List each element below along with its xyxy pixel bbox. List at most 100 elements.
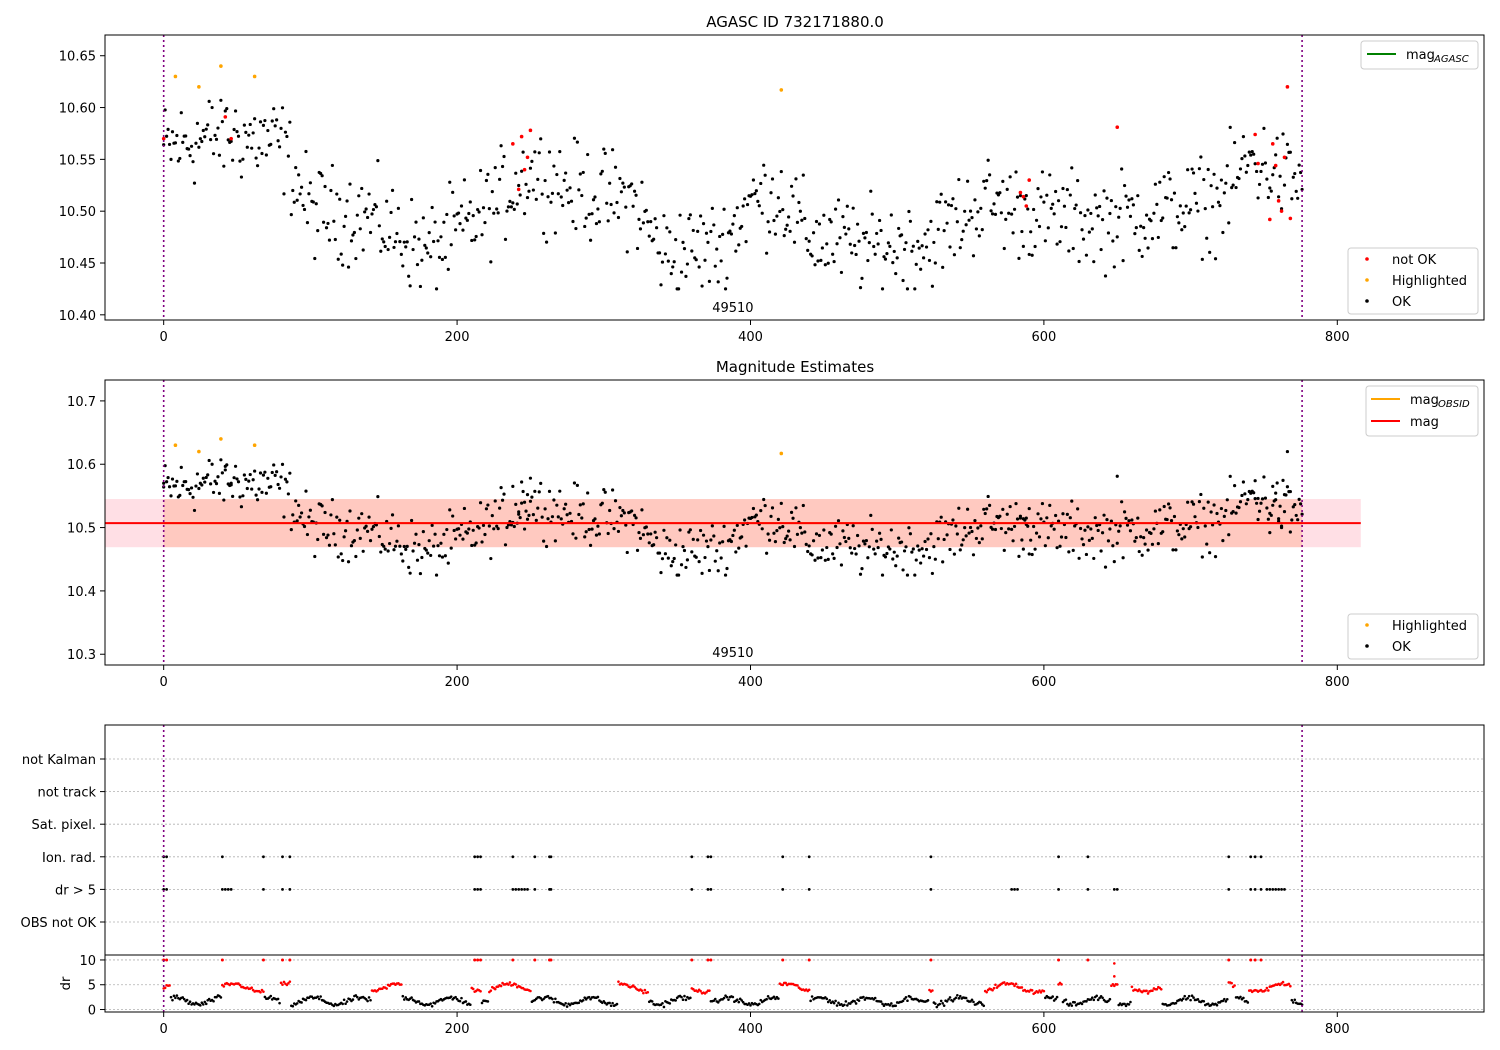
ok-point	[396, 206, 401, 210]
ok-point	[1168, 177, 1172, 181]
ok-point	[866, 258, 870, 263]
ok-point	[357, 194, 361, 198]
ok-point	[235, 129, 239, 134]
ok-point	[1017, 256, 1021, 260]
ok-point	[710, 524, 714, 528]
not-ok-point	[511, 142, 515, 146]
ok-point	[1268, 186, 1272, 190]
ok-point	[632, 513, 637, 517]
ok-point	[1165, 196, 1169, 200]
ok-point	[1081, 543, 1086, 547]
ok-point	[445, 527, 449, 532]
dr-point	[1190, 994, 1194, 998]
ok-point	[349, 239, 354, 243]
ok-point	[189, 144, 194, 148]
ok-point	[784, 537, 788, 541]
ok-point	[634, 516, 638, 520]
dr5-flag	[1086, 888, 1090, 891]
ok-point	[829, 532, 833, 536]
ok-point	[527, 513, 531, 517]
dr-point-saturated	[1259, 958, 1263, 962]
dr-point	[844, 1000, 848, 1003]
ok-point	[691, 537, 695, 541]
ok-point	[1174, 246, 1178, 250]
ok-point	[1102, 189, 1106, 193]
dr5-flag	[706, 888, 710, 891]
ok-point	[828, 217, 832, 222]
ok-point	[1256, 196, 1260, 200]
ok-point	[1257, 509, 1262, 513]
ok-point	[220, 471, 224, 475]
dr-point	[826, 1000, 830, 1004]
ok-point	[502, 492, 506, 496]
dr-point-not-ok	[643, 988, 647, 992]
ok-point	[258, 471, 263, 475]
dr-point	[1223, 997, 1226, 1001]
ok-point	[1294, 189, 1298, 193]
ok-point	[857, 239, 861, 243]
dr-point	[1290, 998, 1294, 1002]
dr-point	[589, 997, 592, 1001]
ok-point	[408, 284, 412, 288]
dr-point	[1187, 994, 1191, 998]
dr-point-not-ok	[1020, 986, 1024, 989]
ok-point	[502, 154, 506, 159]
ion-rad-flag	[690, 855, 694, 859]
ok-point	[307, 515, 311, 519]
dr-point	[480, 1001, 484, 1005]
ok-point	[743, 518, 747, 522]
dr-point	[552, 1000, 556, 1004]
ok-point	[433, 220, 437, 224]
ok-point	[960, 543, 964, 547]
ok-point	[1271, 173, 1275, 177]
dr-point-not-ok	[259, 990, 262, 994]
ok-point	[612, 211, 616, 215]
ok-point	[1246, 163, 1250, 168]
ok-point	[1181, 211, 1185, 215]
dr-point-not-ok	[514, 983, 518, 986]
ok-point	[467, 527, 471, 531]
ok-point	[897, 536, 901, 540]
ok-point	[605, 201, 609, 205]
dr5-flag	[514, 888, 518, 891]
ok-point	[798, 209, 802, 213]
ok-point	[339, 252, 343, 256]
ok-point	[323, 510, 327, 515]
ok-point	[635, 548, 640, 552]
ok-point	[511, 484, 515, 488]
ok-point	[773, 232, 778, 236]
dr-point	[881, 1002, 884, 1006]
ok-point	[486, 503, 490, 507]
ok-point	[942, 537, 946, 542]
x-tick-label: 600	[1031, 1022, 1056, 1037]
ok-point	[568, 511, 572, 515]
ok-point	[320, 174, 324, 178]
ok-point	[1202, 177, 1206, 182]
dr-point	[219, 996, 223, 999]
ok-point	[175, 133, 179, 138]
ok-point	[490, 514, 494, 518]
ok-point	[753, 192, 757, 196]
ok-point	[961, 229, 965, 233]
ok-point	[219, 98, 223, 102]
ok-point	[244, 477, 248, 482]
ok-point	[641, 533, 645, 537]
ok-point	[297, 503, 301, 507]
ok-point	[700, 284, 704, 288]
dr-point-not-ok	[1038, 989, 1041, 992]
ok-point	[926, 537, 930, 541]
ok-point	[395, 231, 399, 236]
ok-point	[1096, 214, 1100, 218]
ok-point	[597, 532, 601, 536]
dr-point	[1064, 998, 1068, 1001]
ok-point	[765, 251, 769, 255]
ok-point	[655, 536, 659, 540]
x-tick-label: 0	[160, 1022, 168, 1037]
dr-point	[941, 1002, 944, 1005]
ok-point	[1020, 538, 1024, 542]
ok-point	[625, 550, 629, 555]
ok-point	[1030, 253, 1034, 257]
ok-point	[1277, 195, 1281, 199]
dr5-flag	[1112, 888, 1116, 891]
